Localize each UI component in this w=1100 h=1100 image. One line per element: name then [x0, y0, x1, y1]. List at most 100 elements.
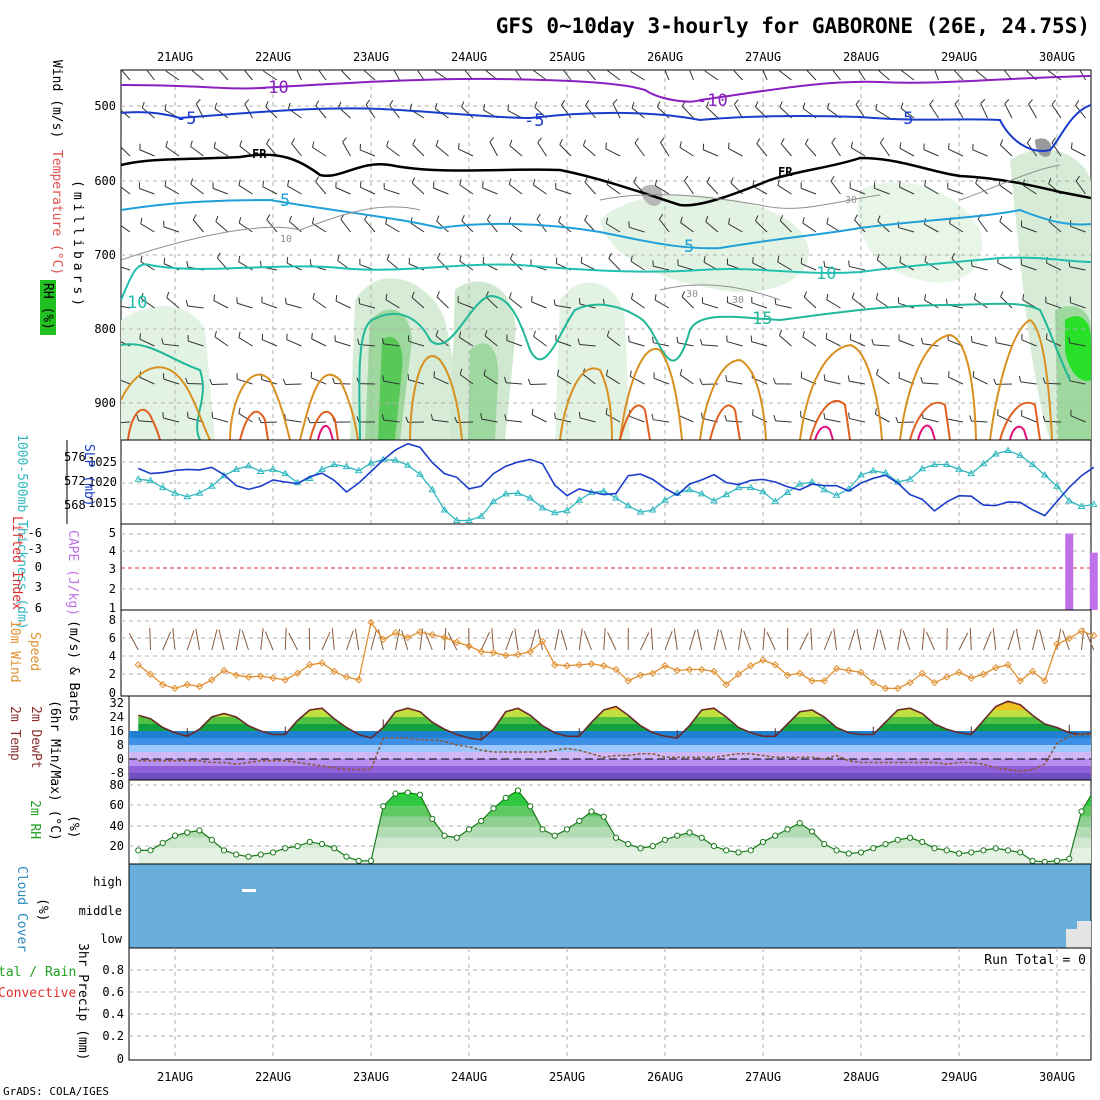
barb-flag: [120, 63, 123, 68]
barb-staff: [315, 105, 327, 119]
wind-barb: [850, 141, 866, 157]
barb-flag: [554, 412, 556, 419]
barb-staff: [951, 258, 964, 271]
wind-barb: [483, 369, 498, 385]
barb-staff: [706, 106, 719, 119]
t2m-band-base: [129, 731, 1091, 738]
wind-barb: [608, 252, 621, 271]
barb-staff: [533, 70, 547, 81]
wind10-point: [477, 647, 485, 656]
thickness-point: [710, 496, 718, 504]
barb-staff: [237, 378, 253, 385]
label-minus5-a: -5: [176, 109, 196, 129]
wind-barb: [1070, 142, 1086, 157]
wind-barb: [874, 408, 890, 423]
thickness-point: [526, 494, 535, 501]
t2m-ytick-8: 8: [117, 738, 124, 752]
barb-staff: [238, 185, 253, 195]
wind-barb: [382, 375, 400, 385]
wind-barb: [947, 182, 964, 195]
barb-staff: [408, 340, 425, 347]
wind-barb: [974, 70, 988, 81]
rh2m-point: [1041, 858, 1048, 864]
bottom-date-label: 21AUG: [157, 1070, 193, 1084]
barb-flag: [1048, 177, 1052, 184]
barb-staff: [630, 260, 645, 271]
barb-staff: [877, 220, 890, 233]
wind10-barb: [583, 630, 592, 651]
barb-flag: [578, 297, 581, 305]
wind10-point: [845, 666, 853, 675]
ylabel-slp: SLP (mb): [81, 444, 96, 507]
label-rh-30-c: 30: [732, 295, 744, 306]
barb-flag: [242, 63, 245, 68]
thickness-point: [452, 516, 461, 523]
ylabel-t2m-2: 2m DewPt: [28, 706, 43, 769]
wind-barb: [805, 70, 817, 81]
wind-barb: [416, 70, 425, 81]
barb-staff: [947, 188, 964, 195]
cape-bars: [1065, 533, 1098, 610]
thickness-point: [1089, 500, 1098, 507]
barb-staff: [485, 296, 498, 309]
wind-barb: [285, 297, 302, 309]
thickness-point: [820, 485, 829, 493]
rh2m-point: [245, 853, 252, 860]
wind-barb: [923, 143, 939, 157]
rh2m-point: [588, 808, 595, 815]
top-date-label: 28AUG: [843, 50, 879, 64]
barb-flag: [136, 414, 140, 421]
wind-barb: [381, 337, 400, 347]
barb-flag: [436, 252, 441, 259]
wind-barb: [342, 137, 351, 157]
wind10-point: [232, 671, 240, 679]
wind10-barb: [799, 632, 809, 651]
ylabel-wind10-3: (m/s) & Barbs: [66, 620, 81, 722]
wind10-point: [1016, 677, 1024, 685]
wind-barb: [999, 139, 1013, 157]
barb-flag: [259, 260, 262, 267]
wind-barb: [699, 338, 719, 347]
barb-flag: [654, 179, 658, 186]
wind-barb: [1020, 220, 1037, 233]
barb-flag: [848, 412, 850, 419]
barb-staff: [875, 109, 890, 119]
wind-barb: [163, 220, 180, 233]
thickness-point: [599, 487, 608, 494]
barb-flag: [1051, 99, 1056, 106]
barb-flag: [585, 63, 588, 68]
barb-flag: [993, 378, 997, 385]
wind-barb: [612, 98, 621, 119]
wind10-barb: [897, 628, 902, 651]
wind10-barb: [211, 629, 218, 651]
barb-flag: [755, 101, 759, 108]
barb-flag: [287, 102, 291, 109]
cape-ytick-3: 3: [109, 562, 116, 576]
rh2m-point: [906, 834, 914, 841]
thickness-axis: 576 572 568 1025 1020 1015: [64, 450, 117, 512]
barb-flag: [1026, 137, 1032, 144]
barb-flag: [238, 217, 242, 224]
wind-barb: [258, 416, 278, 424]
wind-barb: [436, 252, 449, 271]
upper-panel-plot: -10 -10 -5 -5 -5 FR FR 5 5 10 10 15 10 3…: [120, 63, 1091, 440]
wind10-point: [1028, 667, 1037, 676]
barb-flag: [724, 414, 728, 422]
ylabel-rh: RH (%): [40, 283, 55, 330]
barb-flag: [973, 293, 977, 300]
wind10-barb: [447, 632, 458, 651]
wind-barb: [389, 100, 400, 119]
label-minus10-a: -10: [258, 78, 289, 98]
wind-barb: [121, 266, 131, 271]
rh2m-point: [894, 836, 901, 843]
rh2m-point: [845, 850, 852, 857]
ytick-500: 500: [94, 99, 116, 113]
barb-staff: [263, 70, 278, 81]
wind-barb: [1075, 175, 1086, 195]
rh2m-point: [968, 849, 975, 856]
wind10-point: [159, 680, 167, 689]
bottom-date-label: 24AUG: [451, 1070, 487, 1084]
wind-barb: [924, 255, 939, 271]
t2m-band-base: [129, 766, 1091, 773]
wind10-barb: [650, 628, 654, 651]
